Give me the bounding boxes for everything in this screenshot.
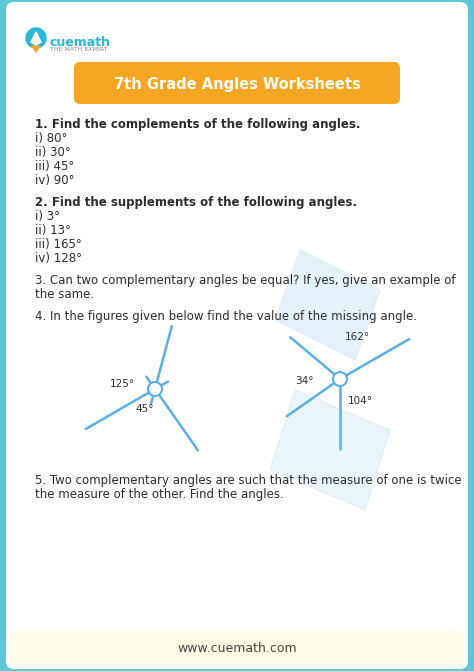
- FancyBboxPatch shape: [6, 2, 468, 669]
- Text: THE MATH EXPERT: THE MATH EXPERT: [50, 47, 108, 52]
- Text: 3. Can two complementary angles be equal? If yes, give an example of: 3. Can two complementary angles be equal…: [35, 274, 456, 287]
- Circle shape: [333, 372, 347, 386]
- Text: 5. Two complementary angles are such that the measure of one is twice: 5. Two complementary angles are such tha…: [35, 474, 462, 487]
- Text: www.cuemath.com: www.cuemath.com: [177, 641, 297, 654]
- Text: iv) 90°: iv) 90°: [35, 174, 74, 187]
- Text: 104°: 104°: [348, 396, 373, 406]
- Text: i) 80°: i) 80°: [35, 132, 67, 145]
- Text: iii) 165°: iii) 165°: [35, 238, 82, 251]
- FancyBboxPatch shape: [10, 631, 464, 665]
- Text: 125°: 125°: [110, 379, 135, 389]
- Text: ii) 30°: ii) 30°: [35, 146, 71, 159]
- Polygon shape: [32, 46, 40, 52]
- Text: iv) 128°: iv) 128°: [35, 252, 82, 265]
- Text: 162°: 162°: [345, 332, 370, 342]
- Text: i) 3°: i) 3°: [35, 210, 60, 223]
- Text: 34°: 34°: [295, 376, 313, 386]
- Polygon shape: [275, 250, 380, 360]
- Text: 2. Find the supplements of the following angles.: 2. Find the supplements of the following…: [35, 196, 357, 209]
- Text: iii) 45°: iii) 45°: [35, 160, 74, 173]
- Text: cuemath: cuemath: [50, 36, 111, 49]
- Text: 7th Grade Angles Worksheets: 7th Grade Angles Worksheets: [114, 76, 360, 91]
- Polygon shape: [31, 32, 41, 45]
- Text: the measure of the other. Find the angles.: the measure of the other. Find the angle…: [35, 488, 284, 501]
- Text: 45°: 45°: [135, 404, 154, 414]
- Polygon shape: [270, 390, 390, 510]
- Text: ii) 13°: ii) 13°: [35, 224, 71, 237]
- Circle shape: [26, 28, 46, 48]
- Text: the same.: the same.: [35, 288, 94, 301]
- Text: 4. In the figures given below find the value of the missing angle.: 4. In the figures given below find the v…: [35, 310, 417, 323]
- FancyBboxPatch shape: [74, 62, 400, 104]
- Circle shape: [148, 382, 162, 396]
- Text: 1. Find the complements of the following angles.: 1. Find the complements of the following…: [35, 118, 361, 131]
